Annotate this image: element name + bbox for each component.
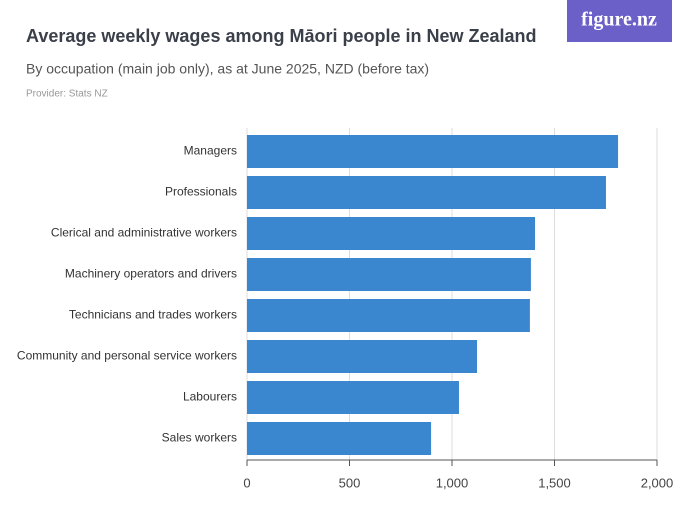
x-tick-label: 0	[243, 475, 250, 490]
logo-box	[567, 0, 672, 42]
bar	[247, 258, 531, 291]
x-tick-label: 2,000	[641, 475, 674, 490]
y-tick-label: Clerical and administrative workers	[51, 226, 237, 240]
provider: Provider: Stats NZ	[26, 89, 108, 100]
x-tick-label: 1,000	[436, 475, 469, 490]
y-tick-label: Community and personal service workers	[17, 349, 237, 363]
y-tick-label: Machinery operators and drivers	[65, 267, 237, 281]
x-tick-label: 500	[339, 475, 361, 490]
bar	[247, 176, 606, 209]
chart-title: Average weekly wages among Māori people …	[26, 26, 537, 46]
y-tick-label: Professionals	[165, 185, 237, 199]
bar	[247, 340, 478, 373]
y-tick-label: Managers	[184, 144, 237, 158]
x-tick-label: 1,500	[538, 475, 571, 490]
y-tick-label: Labourers	[183, 390, 237, 404]
chart-subtitle: By occupation (main job only), as at Jun…	[26, 61, 429, 77]
bar	[247, 381, 459, 414]
bar	[247, 422, 432, 455]
bar	[247, 217, 536, 250]
y-tick-label: Technicians and trades workers	[69, 308, 237, 322]
bar	[247, 135, 619, 168]
logo: figure.nz	[581, 9, 657, 31]
y-tick-label: Sales workers	[162, 431, 237, 445]
bar	[247, 299, 530, 332]
